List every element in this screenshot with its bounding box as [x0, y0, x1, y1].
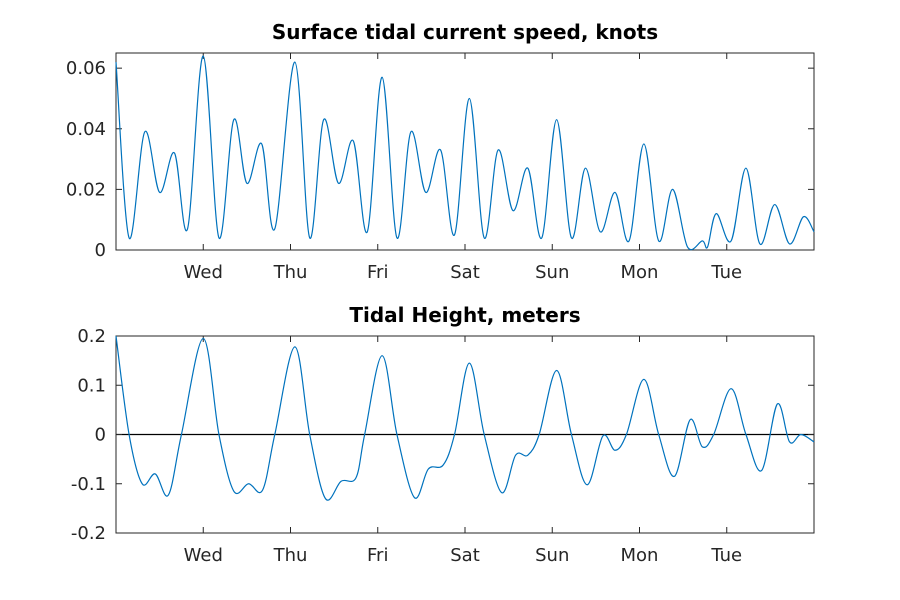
tidal-height-y-tick-label: -0.1 [71, 474, 106, 495]
tidal-height-x-tick-label: Sun [535, 545, 569, 566]
current-speed-x-tick-label: Fri [367, 262, 388, 283]
current-speed-x-tick-label: Mon [621, 262, 659, 283]
tidal-height-panel: Tidal Height, meters Wed Thu Fri Sat Sun Mon T… [71, 303, 815, 566]
current-speed-y-tick-label: 0.06 [66, 58, 106, 79]
tidal-height-y-tick-label: 0.2 [77, 326, 106, 347]
current-speed-x-tick-label: Tue [710, 262, 742, 283]
tidal-height-x-tick-label: Thu [273, 545, 308, 566]
tidal-height-y-tick-label: -0.2 [71, 523, 106, 544]
current-speed-line [115, 55, 815, 251]
current-speed-x-tick-label: Thu [273, 262, 308, 283]
tidal-height-line [115, 335, 815, 501]
current-speed-x-tick-label: Sun [535, 262, 569, 283]
current-speed-x-tick-label: Sat [450, 262, 480, 283]
tidal-height-x-tick-label: Tue [710, 545, 742, 566]
current-speed-x-tick-label: Wed [184, 262, 223, 283]
tidal-height-x-tick-label: Sat [450, 545, 480, 566]
tidal-height-title: Tidal Height, meters [349, 303, 580, 327]
current-speed-title: Surface tidal current speed, knots [272, 20, 658, 44]
current-speed-axes [115, 52, 815, 251]
current-speed-ticks: Wed Thu Fri Sat Sun Mon Tue 0 0.02 0.04 0.06 [66, 53, 814, 283]
tidal-height-y-tick-label: 0 [95, 425, 106, 446]
tidal-height-y-tick-label: 0.1 [77, 375, 106, 396]
current-speed-y-tick-label: 0 [95, 240, 106, 261]
current-speed-y-tick-label: 0.02 [66, 179, 106, 200]
tidal-height-x-tick-label: Fri [367, 545, 388, 566]
tidal-height-ticks: Wed Thu Fri Sat Sun Mon Tue -0.2 -0.1 0 0.1 0.2 [71, 326, 814, 566]
current-speed-panel: Surface tidal current speed, knots Wed Th… [66, 20, 815, 283]
tidal-height-x-tick-label: Mon [621, 545, 659, 566]
tidal-height-x-tick-label: Wed [184, 545, 223, 566]
current-speed-y-tick-label: 0.04 [66, 119, 106, 140]
